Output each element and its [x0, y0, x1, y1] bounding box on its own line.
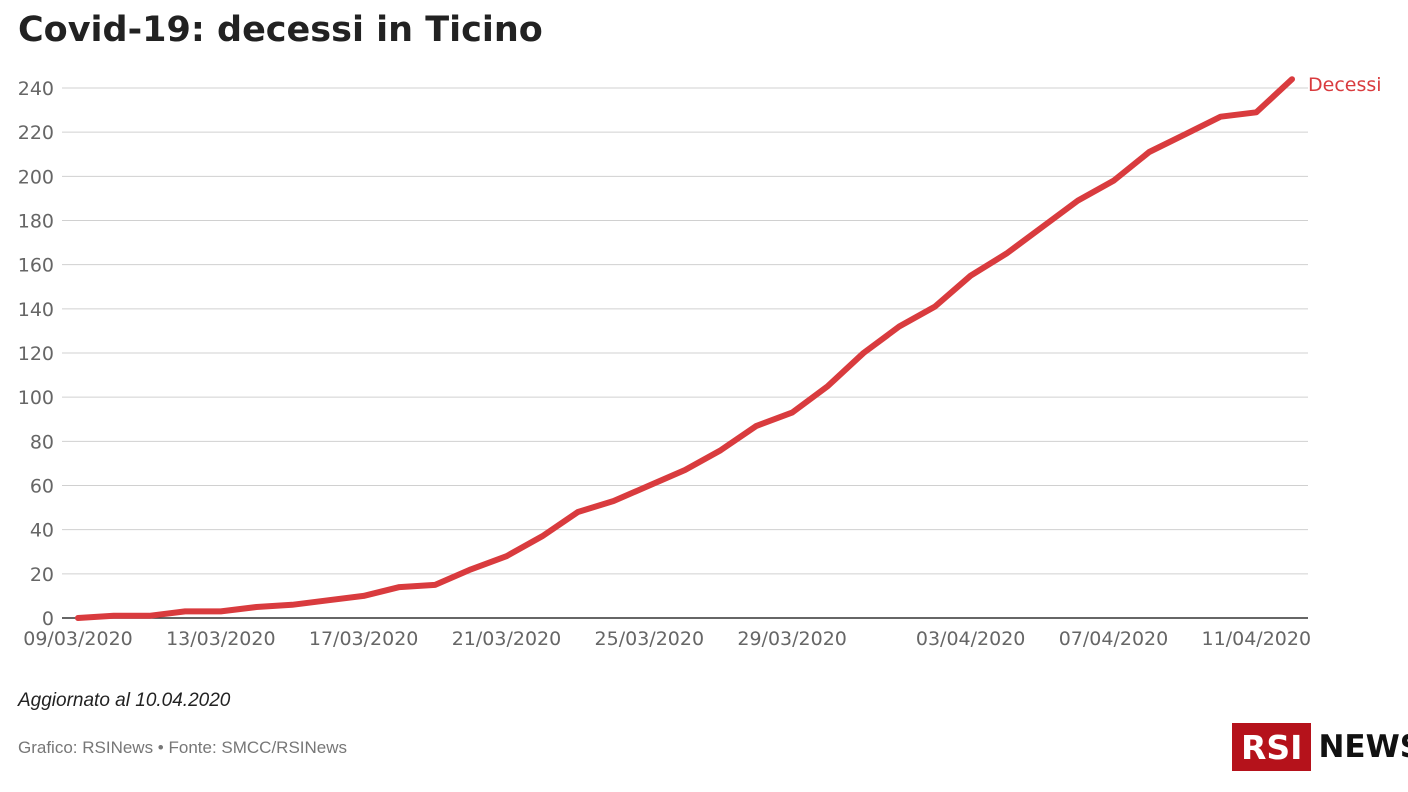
- x-tick-label: 25/03/2020: [595, 628, 705, 650]
- data-point: [470, 568, 472, 570]
- data-point: [434, 584, 436, 586]
- data-point: [1255, 111, 1257, 113]
- data-point: [1148, 151, 1150, 153]
- x-tick-label: 09/03/2020: [23, 628, 133, 650]
- y-tick-label: 160: [18, 255, 54, 277]
- data-point: [541, 535, 543, 537]
- data-point: [720, 449, 722, 451]
- y-tick-label: 120: [18, 343, 54, 365]
- data-point: [898, 326, 900, 327]
- data-point: [1184, 133, 1186, 135]
- line-chart: 0 20 40 60 80 100 120 140 160 180 200 220 240 09/03/…: [18, 74, 1382, 650]
- gridlines: [62, 87, 1308, 619]
- x-tick-label: 29/03/2020: [737, 628, 847, 650]
- data-point: [791, 412, 793, 414]
- x-tick-label: 11/04/2020: [1202, 628, 1312, 650]
- data-point: [577, 511, 579, 513]
- y-tick-label: 140: [18, 299, 54, 321]
- data-point: [77, 617, 79, 619]
- data-point: [505, 555, 507, 557]
- data-point: [327, 599, 329, 601]
- logo-news: NEWS: [1318, 729, 1408, 765]
- data-point: [934, 306, 936, 308]
- x-tick-label: 13/03/2020: [166, 628, 276, 650]
- data-point: [398, 586, 400, 588]
- x-tick-label: 17/03/2020: [309, 628, 419, 650]
- x-tick-label: 07/04/2020: [1059, 628, 1169, 650]
- data-point: [648, 485, 650, 486]
- chart-title: Covid-19: decessi in Ticino: [18, 10, 543, 50]
- data-point: [827, 385, 829, 387]
- data-point: [1220, 116, 1222, 118]
- data-point: [684, 469, 686, 471]
- data-point: [1077, 200, 1079, 202]
- data-point: [148, 615, 150, 617]
- data-point: [220, 610, 222, 612]
- series-label: Decessi: [1308, 74, 1382, 96]
- rsi-news-logo: RSI NEWS: [1232, 723, 1408, 771]
- y-tick-label: 100: [18, 387, 54, 409]
- data-point: [970, 275, 972, 277]
- y-tick-label: 220: [18, 122, 54, 144]
- x-tick-label: 03/04/2020: [916, 628, 1026, 650]
- series-labels: Decessi: [1308, 74, 1382, 96]
- data-point: [1291, 78, 1293, 80]
- data-point: [184, 610, 186, 612]
- x-axis-tick-labels: 09/03/2020 13/03/2020 17/03/2020 21/03/2020…: [23, 628, 1311, 650]
- y-tick-label: 180: [18, 211, 54, 233]
- data-point: [613, 500, 615, 502]
- data-point: [863, 352, 865, 354]
- data-point: [363, 595, 365, 597]
- data-point: [113, 615, 115, 617]
- data-point: [755, 425, 757, 427]
- credits: Grafico: RSINews • Fonte: SMCC/RSINews: [18, 738, 348, 757]
- y-tick-label: 80: [30, 431, 54, 453]
- data-point: [291, 604, 293, 606]
- y-tick-label: 20: [30, 564, 54, 586]
- x-tick-label: 21/03/2020: [452, 628, 562, 650]
- y-tick-label: 60: [30, 476, 54, 498]
- updated-note: Aggiornato al 10.04.2020: [18, 690, 231, 711]
- y-tick-label: 40: [30, 520, 54, 542]
- y-tick-label: 200: [18, 166, 54, 188]
- y-tick-label: 240: [18, 78, 54, 100]
- data-point: [1041, 226, 1043, 228]
- series-lines: [75, 76, 1295, 621]
- logo-rsi: RSI: [1232, 723, 1312, 771]
- data-point: [1112, 180, 1114, 182]
- y-tick-label: 0: [42, 608, 54, 630]
- series-line-decessi: [75, 76, 1295, 621]
- y-axis-tick-labels: 0 20 40 60 80 100 120 140 160 180 200 220 240: [18, 78, 54, 630]
- data-point: [256, 606, 258, 608]
- data-point: [1005, 253, 1007, 255]
